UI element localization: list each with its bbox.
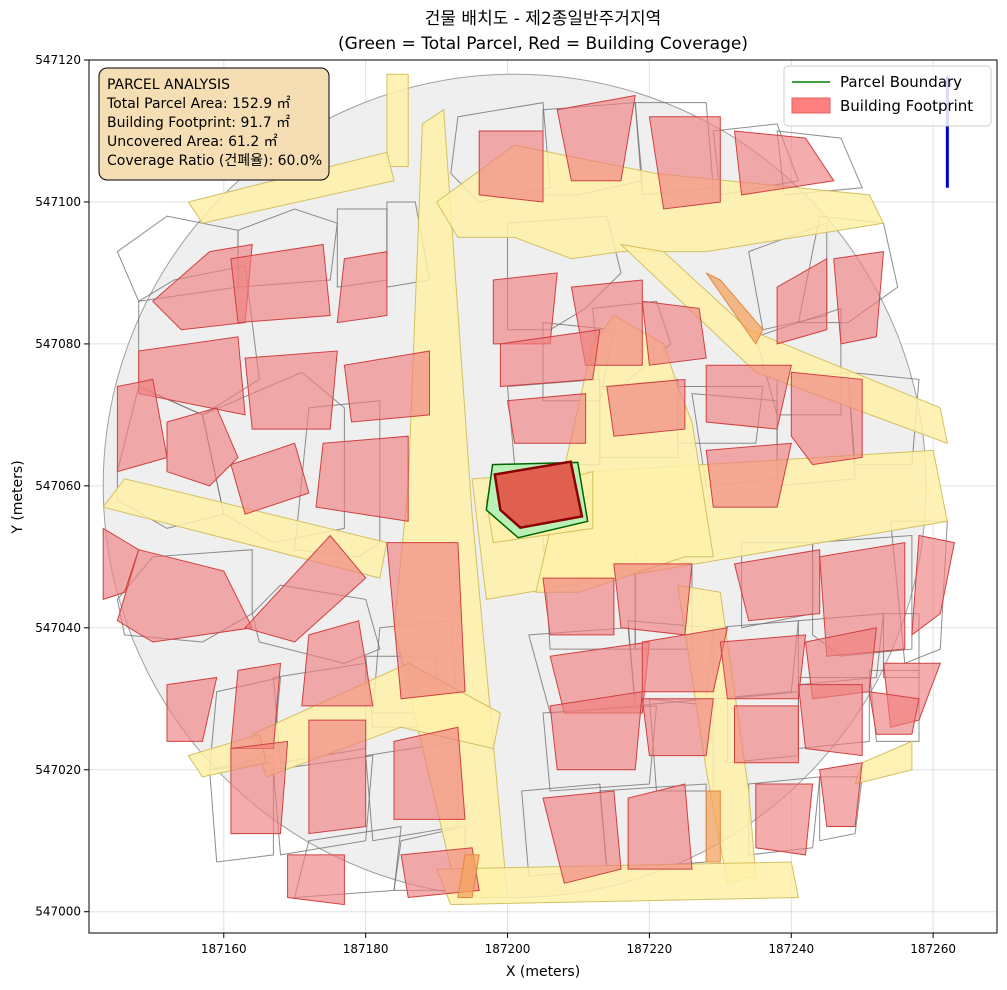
building-footprint — [705, 442, 792, 508]
map-layer — [102, 73, 955, 906]
building-footprint — [343, 350, 430, 423]
building-footprint — [868, 691, 920, 735]
building-footprint — [705, 364, 792, 430]
building-footprint — [542, 577, 615, 636]
building-footprint — [301, 620, 374, 707]
building-footprint — [797, 684, 863, 757]
y-axis-ticks: 547000 547020 547040 547060 547080 547100 5471… — [35, 53, 89, 919]
info-uncovered-area: Uncovered Area: 61.2 ㎡ — [107, 134, 278, 150]
building-footprint — [138, 336, 246, 416]
building-footprint — [641, 300, 707, 366]
building-footprint — [116, 549, 253, 643]
building-footprint — [166, 676, 218, 742]
x-axis-label: X (meters) — [506, 964, 580, 980]
building-footprint — [648, 116, 721, 210]
road — [854, 740, 913, 785]
x-tick-label: 187160 — [201, 942, 247, 956]
building-footprint — [315, 435, 409, 522]
info-box-background — [98, 67, 330, 181]
lot-boundary — [386, 201, 431, 288]
plot-frame — [88, 59, 998, 934]
building-footprint — [734, 705, 799, 764]
building-footprint — [641, 627, 729, 693]
building-footprint — [393, 726, 466, 820]
building-footprint — [790, 371, 863, 466]
building-footprint — [911, 534, 955, 636]
y-tick-label: 547120 — [35, 53, 81, 67]
info-building-footprint: Building Footprint: 91.7 ㎡ — [107, 115, 290, 131]
x-tick-label: 187180 — [343, 942, 389, 956]
legend: Parcel Boundary Building Footprint — [783, 65, 992, 127]
building-footprint — [166, 407, 239, 487]
target-parcel — [485, 460, 589, 539]
info-box: PARCEL ANALYSIS Total Parcel Area: 152.9… — [98, 67, 330, 181]
building-footprint — [613, 563, 693, 636]
building-footprint — [492, 272, 558, 345]
building-footprint — [506, 393, 587, 444]
x-axis-ticks: 187160 187180 187200 187220 187240 187260 — [201, 933, 956, 956]
y-tick-label: 547000 — [35, 905, 81, 919]
building-footprint — [386, 542, 466, 700]
legend-parcel-boundary-label: Parcel Boundary — [840, 73, 962, 91]
building-footprint — [152, 243, 253, 331]
building-footprint — [776, 257, 828, 345]
building-footprint — [542, 790, 622, 884]
building-footprint — [230, 662, 282, 749]
building-footprint — [755, 783, 814, 856]
building-footprint — [819, 762, 863, 827]
building-footprint — [230, 243, 331, 324]
legend-background — [783, 65, 992, 127]
info-total-area: Total Parcel Area: 152.9 ㎡ — [106, 96, 291, 112]
lot-boundary — [251, 584, 381, 664]
building-footprint — [499, 329, 601, 388]
building-footprint — [230, 740, 289, 835]
info-box-title: PARCEL ANALYSIS — [107, 77, 230, 93]
y-tick-label: 547040 — [35, 621, 81, 635]
building-footprint — [549, 691, 643, 771]
x-tick-label: 187260 — [910, 942, 956, 956]
x-tick-label: 187240 — [768, 942, 814, 956]
road-building-overlap — [705, 790, 721, 863]
y-tick-label: 547020 — [35, 763, 81, 777]
building-footprint — [308, 719, 367, 835]
y-axis-label: Y (meters) — [10, 460, 26, 534]
y-tick-label: 547080 — [35, 337, 81, 351]
building-footprint — [733, 549, 821, 622]
building-footprint — [733, 130, 835, 196]
building-footprint — [287, 854, 345, 906]
x-tick-label: 187220 — [627, 942, 673, 956]
building-footprint — [244, 534, 367, 643]
building-footprint — [478, 130, 544, 203]
building-footprint — [336, 251, 388, 324]
building-footprint — [606, 378, 686, 437]
legend-building-footprint-swatch — [791, 97, 831, 114]
legend-building-footprint-label: Building Footprint — [840, 97, 973, 115]
info-coverage-ratio: Coverage Ratio (건폐율): 60.0% — [107, 153, 322, 169]
x-tick-label: 187200 — [485, 942, 531, 956]
road — [386, 73, 409, 167]
target-building-footprint — [493, 460, 584, 530]
road-building-overlap — [457, 854, 480, 898]
road-building-overlap — [705, 272, 764, 345]
roads — [102, 73, 948, 906]
building-footprint — [719, 634, 807, 700]
building-footprint — [556, 94, 636, 182]
building-footprint — [244, 350, 338, 430]
building-footprint — [230, 442, 310, 515]
building-footprint — [627, 783, 693, 870]
y-tick-label: 547060 — [35, 479, 81, 493]
building-footprint — [102, 527, 140, 601]
overlaps — [457, 272, 764, 898]
building-footprint — [833, 251, 885, 345]
context-buildings — [102, 94, 955, 906]
chart-title-line-1: 건물 배치도 - 제2종일반주거지역 — [425, 9, 661, 29]
building-footprint — [641, 698, 714, 757]
chart-title-line-2: (Green = Total Parcel, Red = Building Co… — [338, 34, 748, 54]
building-footprint — [819, 542, 906, 657]
y-tick-label: 547100 — [35, 195, 81, 209]
